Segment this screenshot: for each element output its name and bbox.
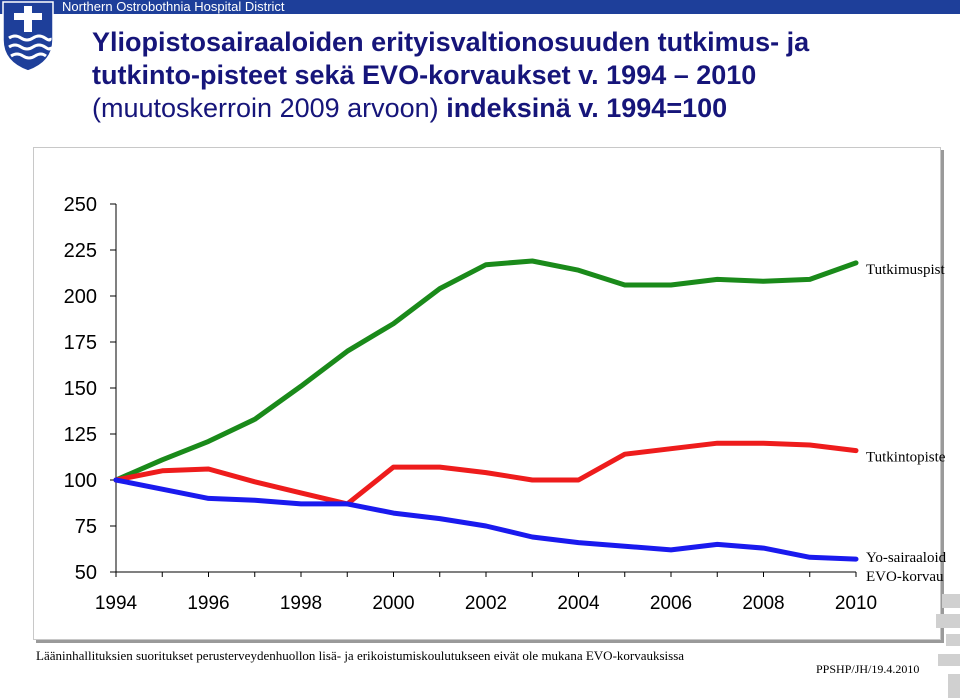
- title-line-2: tutkinto-pisteet sekä EVO-korvaukset v. …: [92, 60, 757, 90]
- series-label-line: Tutkimuspist: [866, 262, 945, 278]
- y-tick-label: 50: [75, 562, 97, 584]
- y-tick-label: 225: [64, 240, 97, 262]
- x-tick-label: 2000: [372, 593, 414, 614]
- corner-wave-decoration: [936, 594, 960, 698]
- y-tick-labels: 250 225 200 175 150 125 100 75 50: [64, 194, 97, 584]
- x-tick-label: 1996: [187, 593, 229, 614]
- chart-axes: [110, 203, 857, 577]
- chart-frame: [33, 147, 941, 640]
- y-tick-label: 75: [75, 516, 97, 538]
- series-label-0: Tutkimuspist: [866, 262, 945, 278]
- series-label-1: Tutkintopiste: [866, 450, 946, 466]
- reference-code: PPSHP/JH/19.4.2010: [816, 662, 920, 676]
- header-bar: Northern Ostrobothnia Hospital District: [0, 0, 960, 14]
- series-label-line: Yo-sairaaloid: [866, 550, 947, 566]
- y-tick-label: 100: [64, 470, 97, 492]
- org-name: Northern Ostrobothnia Hospital District: [62, 0, 285, 14]
- title-line-3-regular: (muutoskerroin 2009 arvoon): [92, 93, 447, 123]
- x-tick-label: 2002: [465, 593, 507, 614]
- y-tick-label: 150: [64, 378, 97, 400]
- footnote: Lääninhallituksien suoritukset perusterv…: [36, 648, 685, 663]
- title-line-3: (muutoskerroin 2009 arvoon) indeksinä v.…: [92, 92, 952, 125]
- x-tick-label: 2006: [650, 593, 692, 614]
- x-tick-label: 2010: [835, 593, 877, 614]
- y-tick-label: 200: [64, 286, 97, 308]
- x-tick-label: 2004: [557, 593, 600, 614]
- series-label-2: Yo-sairaaloid EVO-korvau: [866, 550, 947, 585]
- series-labels: Tutkimuspist Tutkintopiste Yo-sairaaloid EV…: [866, 262, 947, 585]
- series-line-2: [113, 477, 859, 562]
- y-tick-label: 125: [64, 424, 97, 446]
- title-line-1: Yliopistosairaaloiden erityisvaltionosuu…: [92, 27, 810, 57]
- series-lines: [113, 258, 859, 562]
- series-line-1: [113, 440, 859, 507]
- hospital-district-shield-icon: [2, 1, 54, 72]
- y-tick-label: 175: [64, 332, 97, 354]
- page-title: Yliopistosairaaloiden erityisvaltionosuu…: [92, 26, 952, 125]
- y-tick-label: 250: [64, 194, 97, 216]
- series-line-0: [113, 258, 859, 483]
- x-tick-label: 1998: [280, 593, 322, 614]
- line-chart: 250 225 200 175 150 125 100 75 50 1994 1996 1998 20…: [64, 194, 947, 614]
- x-tick-labels: 1994 1996 1998 2000 2002 2004 2006 2008 2010: [95, 593, 877, 614]
- x-tick-label: 1994: [95, 593, 138, 614]
- series-label-line: EVO-korvau: [866, 569, 944, 585]
- series-label-line: Tutkintopiste: [866, 450, 946, 466]
- x-tick-label: 2008: [742, 593, 784, 614]
- title-line-3-bold: indeksinä v. 1994=100: [446, 93, 728, 123]
